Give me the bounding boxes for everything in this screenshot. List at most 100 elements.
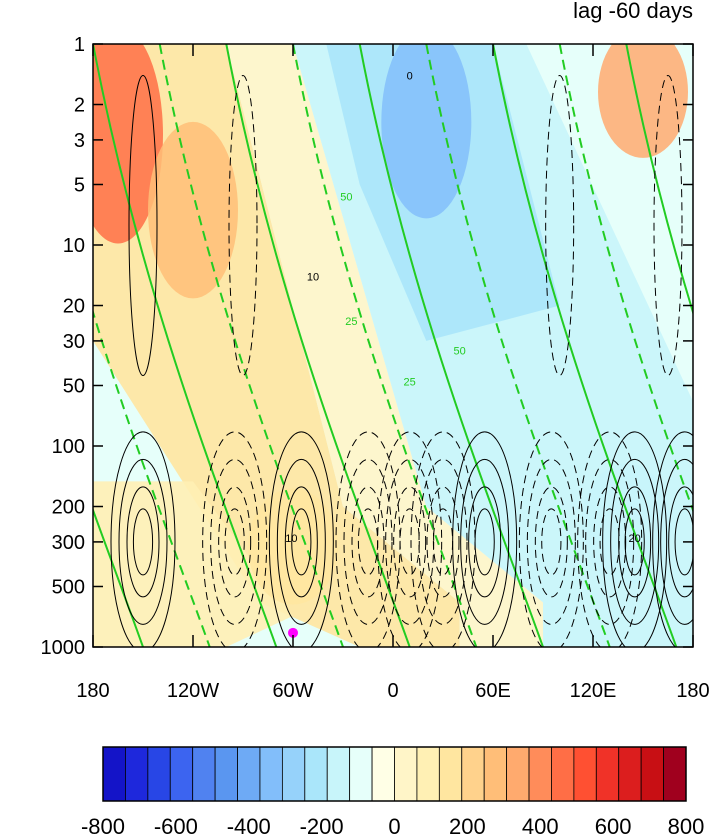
contour-label: 10 xyxy=(285,533,297,545)
black-contour xyxy=(268,431,334,647)
colorbar-swatch xyxy=(663,746,687,802)
black-contour xyxy=(110,431,176,647)
colorbar-label: -200 xyxy=(300,814,344,838)
colorbar-swatch xyxy=(438,746,463,802)
contour-label: 10 xyxy=(307,271,319,283)
y-tick-label: 200 xyxy=(52,497,85,519)
black-contour xyxy=(618,486,652,598)
colorbar-swatch xyxy=(528,746,552,802)
y-tick-label: 2 xyxy=(74,95,85,117)
black-contour xyxy=(126,486,160,598)
black-contour xyxy=(545,75,575,377)
black-contour xyxy=(118,458,168,625)
black-contour xyxy=(652,431,693,647)
black-contour xyxy=(210,458,260,625)
green-contour xyxy=(93,308,211,647)
colorbar-swatch xyxy=(506,746,530,802)
colorbar-swatch xyxy=(281,746,306,802)
x-tick-label: 120W xyxy=(167,680,219,702)
green-contour xyxy=(358,44,544,647)
y-tick-label: 3 xyxy=(74,130,85,152)
black-contour xyxy=(426,486,460,598)
y-tick-label: 30 xyxy=(63,331,85,353)
black-contour xyxy=(224,508,245,576)
black-contour xyxy=(351,486,385,598)
black-contour xyxy=(128,75,158,377)
contour-label: 50 xyxy=(340,191,352,203)
green-contour xyxy=(558,44,693,514)
y-tick-label: 300 xyxy=(52,532,85,554)
black-contour xyxy=(468,486,502,598)
colorbar-swatch xyxy=(573,746,597,802)
colorbar-swatch xyxy=(326,746,351,802)
black-contour xyxy=(585,458,635,625)
black-contour xyxy=(593,486,627,598)
colorbar-label: -800 xyxy=(81,814,125,838)
black-contour xyxy=(399,508,420,576)
contour-label: 50 xyxy=(454,345,466,357)
colorbar-swatch xyxy=(416,746,440,802)
colorbar-swatch xyxy=(237,746,261,802)
contour-label: 25 xyxy=(345,316,357,328)
y-tick-label: 500 xyxy=(52,576,85,598)
black-contour xyxy=(602,431,668,647)
point-marker xyxy=(288,627,298,638)
colorbar-swatch xyxy=(394,746,418,802)
colorbar-swatch xyxy=(125,746,149,802)
black-contour xyxy=(660,458,693,625)
x-tick-label: 60E xyxy=(475,680,511,702)
colorbar-swatch xyxy=(102,746,126,802)
black-contour xyxy=(577,431,643,647)
y-tick-label: 1 xyxy=(74,34,85,56)
black-contour xyxy=(202,431,268,647)
y-tick-label: 1000 xyxy=(41,637,86,659)
contour-label: 0 xyxy=(407,70,413,82)
green-contour xyxy=(225,44,411,647)
colorbar-label: 200 xyxy=(449,814,486,838)
x-tick-label: 60W xyxy=(272,680,313,702)
black-contour xyxy=(377,431,443,647)
green-contour xyxy=(0,44,10,647)
y-tick-label: 100 xyxy=(52,436,85,458)
shading-region xyxy=(93,481,293,647)
colorbar-swatch xyxy=(483,746,508,802)
black-contour xyxy=(343,458,393,625)
green-contour xyxy=(158,44,344,647)
colorbar-swatch xyxy=(461,746,485,802)
black-contour xyxy=(228,75,258,377)
shading-blob xyxy=(598,44,688,158)
black-contour xyxy=(460,458,510,625)
black-contour xyxy=(668,486,693,598)
shading-blob xyxy=(148,121,238,299)
black-contour xyxy=(624,508,645,576)
colorbar-swatch xyxy=(640,746,664,802)
green-contour xyxy=(93,507,144,647)
colorbar-swatch xyxy=(551,746,575,802)
black-contour xyxy=(610,458,660,625)
green-contour xyxy=(625,44,693,316)
green-contour xyxy=(93,44,278,647)
axes: 180 120W 60W 0 60E 120E 1801235102030501002003… xyxy=(41,34,710,702)
black-contour xyxy=(474,508,495,576)
black-contour xyxy=(674,508,693,576)
colorbar-label: 600 xyxy=(595,814,632,838)
colorbar-frame xyxy=(102,746,687,802)
chart-title: lag -60 days xyxy=(573,0,693,23)
x-tick-label: 180 xyxy=(76,680,109,702)
colorbar-label: 0 xyxy=(388,814,400,838)
black-contour xyxy=(653,75,683,377)
colorbar-label: -600 xyxy=(154,814,198,838)
colorbar-swatch xyxy=(259,746,283,802)
colorbar-swatch xyxy=(214,746,238,802)
black-contour xyxy=(291,508,312,576)
black-contour xyxy=(599,508,620,576)
colorbar: -800 -600 -400 -200 0 200 400 600 800 xyxy=(81,746,705,838)
colorbar-label: 800 xyxy=(668,814,705,838)
y-tick-label: 10 xyxy=(63,235,85,257)
black-contour xyxy=(452,431,518,647)
colorbar-swatch xyxy=(618,746,642,802)
shading-region xyxy=(226,44,544,647)
shading-blob xyxy=(248,488,338,605)
black-contour xyxy=(541,508,562,576)
green-contour xyxy=(425,44,611,647)
